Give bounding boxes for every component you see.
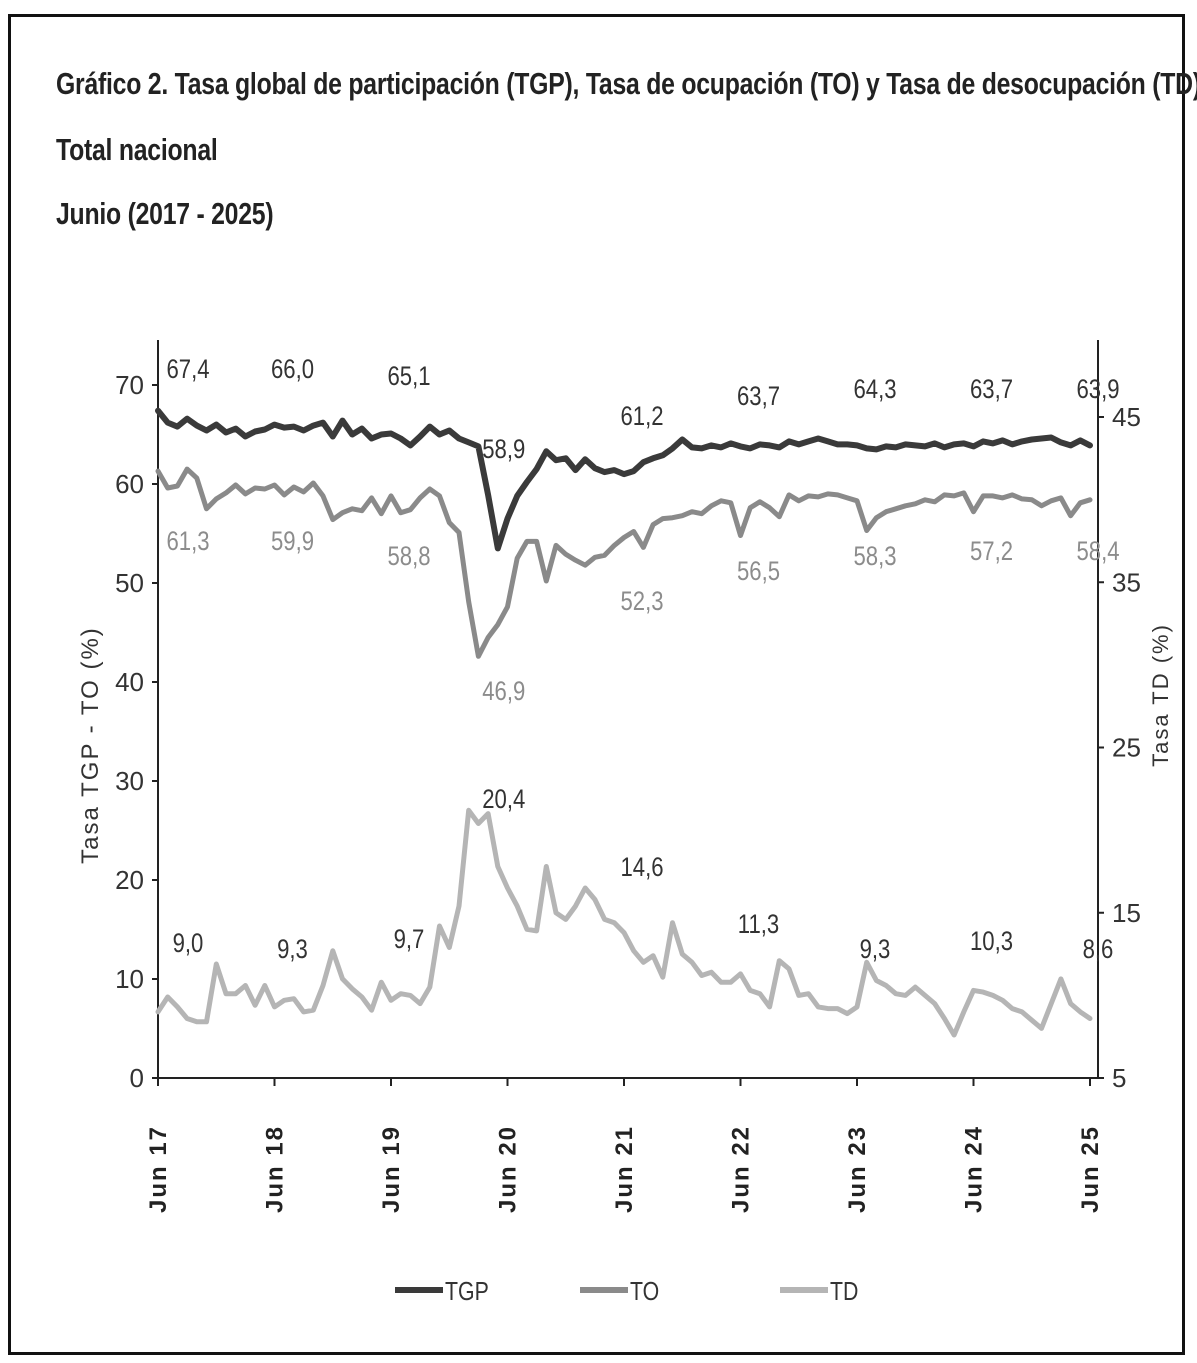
data-label-to: 46,9 (482, 677, 525, 707)
data-label-td: 20,4 (482, 785, 525, 815)
chart-subtitle-period: Junio (2017 - 2025) (56, 196, 274, 231)
data-label-to: 56,5 (737, 557, 780, 587)
series-line-to (155, 466, 1093, 659)
data-label-td: 9,3 (277, 935, 308, 965)
legend-label-to: TO (630, 1277, 659, 1307)
series-line-tgp (155, 407, 1093, 552)
left-tick-label: 40 (115, 667, 144, 697)
data-label-tgp: 61,2 (620, 402, 663, 432)
x-tick-label: Jun 20 (495, 1125, 522, 1213)
left-tick-label: 10 (115, 964, 144, 994)
right-tick-label: 5 (1112, 1063, 1126, 1093)
x-tick-label: Jun 21 (611, 1125, 638, 1213)
axes: 0 10 20 30 40 50 60 70 5 15 25 35 45 Jun 17 Jun 18 Jun … (77, 340, 1173, 1213)
x-tick-label: Jun 17 (145, 1125, 172, 1213)
legend: TGP TO TD (395, 1277, 858, 1307)
data-label-td: 11,3 (738, 910, 779, 940)
data-label-tgp: 67,4 (166, 355, 209, 385)
left-tick-label: 70 (115, 370, 144, 400)
data-label-tgp: 63,7 (970, 375, 1013, 405)
x-tick-label: Jun 25 (1077, 1125, 1104, 1213)
data-label-to: 58,8 (387, 542, 430, 572)
y-axis-right-title: Tasa TD (%) (1148, 623, 1173, 767)
x-tick-label: Jun 18 (262, 1125, 289, 1213)
left-tick-label: 0 (130, 1063, 144, 1093)
left-tick-label: 30 (115, 766, 144, 796)
chart-subtitle-scope: Total nacional (56, 132, 218, 167)
left-tick-label: 50 (115, 568, 144, 598)
x-tick-label: Jun 22 (728, 1125, 755, 1213)
data-label-to: 59,9 (271, 527, 314, 557)
x-tick-label: Jun 24 (961, 1125, 988, 1213)
data-label-tgp: 63,7 (737, 382, 780, 412)
data-label-tgp: 58,9 (482, 435, 525, 465)
legend-label-td: TD (830, 1277, 858, 1307)
data-label-td: 10,3 (970, 927, 1013, 957)
data-label-tgp: 64,3 (853, 375, 896, 405)
left-tick-label: 20 (115, 865, 144, 895)
data-label-to: 57,2 (970, 537, 1013, 567)
data-label-tgp: 66,0 (271, 355, 314, 385)
right-tick-label: 45 (1112, 402, 1141, 432)
left-tick-label: 60 (115, 469, 144, 499)
chart-frame (8, 14, 1185, 1355)
legend-label-tgp: TGP (445, 1277, 489, 1307)
data-label-to: 58,4 (1076, 537, 1119, 567)
data-label-td: 14,6 (620, 853, 663, 883)
data-label-td: 9,3 (860, 935, 891, 965)
data-labels: 67,4 66,0 65,1 58,9 61,2 63,7 64,3 63,7 63,9 61,3… (166, 355, 1119, 965)
data-label-to: 61,3 (166, 527, 209, 557)
x-tick-label: Jun 23 (844, 1125, 871, 1213)
chart-title: Gráfico 2. Tasa global de participación … (56, 66, 1197, 101)
data-label-td: 9,0 (173, 929, 204, 959)
x-tick-label: Jun 19 (378, 1125, 405, 1213)
right-tick-label: 25 (1112, 733, 1141, 763)
right-tick-label: 35 (1112, 567, 1141, 597)
data-label-tgp: 63,9 (1076, 375, 1119, 405)
data-label-td: 9,7 (394, 925, 425, 955)
y-axis-left-title: Tasa TGP - TO (%) (77, 626, 104, 864)
data-label-tgp: 65,1 (387, 362, 430, 392)
data-label-to: 58,3 (853, 542, 896, 572)
data-label-to: 52,3 (620, 587, 663, 617)
data-label-td: 8,6 (1083, 935, 1114, 965)
series-line-td (155, 807, 1093, 1038)
series-lines (155, 407, 1093, 1038)
right-tick-label: 15 (1112, 898, 1141, 928)
